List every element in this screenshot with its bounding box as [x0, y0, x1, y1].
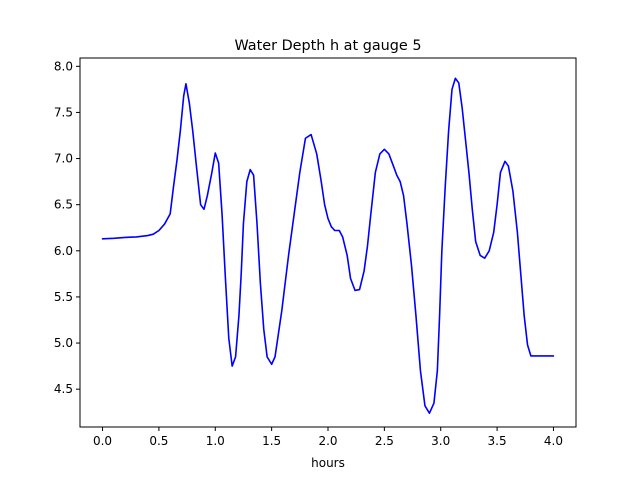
y-tick-label: 5.5	[54, 290, 73, 304]
x-tick-label: 1.5	[262, 434, 281, 448]
x-tick-label: 4.0	[544, 434, 563, 448]
x-tick-label: 0.5	[149, 434, 168, 448]
x-axis-label: hours	[311, 456, 345, 470]
y-tick-label: 4.5	[54, 382, 73, 396]
y-tick-label: 7.5	[54, 105, 73, 119]
x-tick-label: 2.5	[375, 434, 394, 448]
y-tick-label: 7.0	[54, 152, 73, 166]
x-tick-label: 2.0	[318, 434, 337, 448]
x-tick-label: 3.5	[488, 434, 507, 448]
plot-area	[101, 77, 555, 414]
x-tick-label: 0.0	[93, 434, 112, 448]
y-tick-label: 5.0	[54, 336, 73, 350]
y-tick-label: 6.5	[54, 198, 73, 212]
axes: 0.0 0.5 1.0 1.5 2.0 2.5 3.0 3.5 4.0 4.5 5.0 5.5 6.0 6…	[54, 57, 577, 448]
y-tick-label: 8.0	[54, 59, 73, 73]
chart-title: Water Depth h at gauge 5	[234, 38, 421, 54]
x-tick-label: 3.0	[431, 434, 450, 448]
series-line-0	[101, 77, 555, 414]
y-tick-label: 6.0	[54, 244, 73, 258]
x-tick-label: 1.0	[206, 434, 225, 448]
